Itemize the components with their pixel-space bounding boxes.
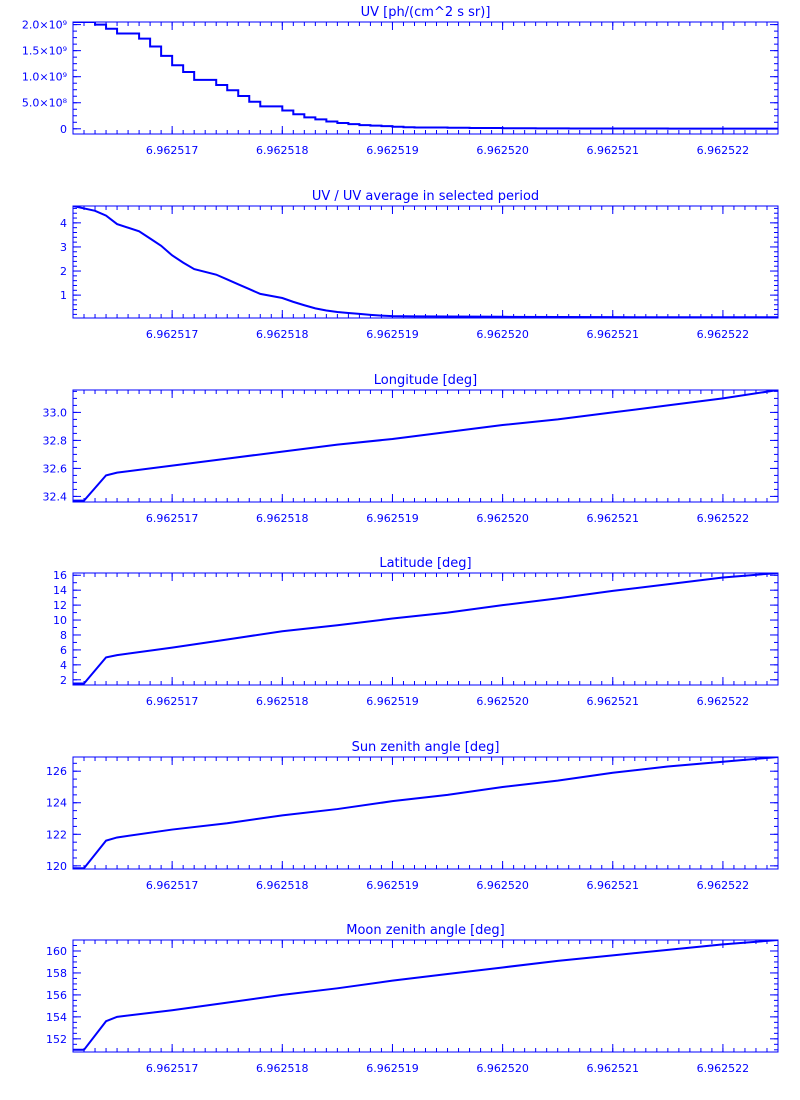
x-tick-label: 6.962517 <box>146 512 199 525</box>
series-line-1 <box>73 390 778 502</box>
x-tick-label: 6.962519 <box>366 695 419 708</box>
y-tick-label: 158 <box>46 967 67 980</box>
x-tick-label: 6.962518 <box>256 1062 309 1075</box>
y-tick-label: 122 <box>46 828 67 841</box>
plot-frame <box>72 756 779 870</box>
y-tick-label: 126 <box>46 765 67 778</box>
y-tick-label: 10 <box>53 614 67 627</box>
x-tick-label: 6.962521 <box>587 512 640 525</box>
x-tick-label: 6.962519 <box>366 328 419 341</box>
x-tick-label: 6.962521 <box>587 695 640 708</box>
y-tick-label: 14 <box>53 584 67 597</box>
x-tick-label: 6.962518 <box>256 695 309 708</box>
y-tick-label: 1.5×10⁹ <box>22 45 67 58</box>
y-tick-label: 32.8 <box>43 434 68 447</box>
x-tick-label: 6.962520 <box>476 1062 529 1075</box>
chart-title: UV [ph/(cm^2 s sr)] <box>361 5 491 20</box>
y-tick-label: 33.0 <box>43 406 68 419</box>
x-tick-label: 6.962519 <box>366 144 419 157</box>
y-tick-label: 2.0×10⁹ <box>22 19 67 32</box>
x-tick-label: 6.962518 <box>256 512 309 525</box>
chart-title: Sun zenith angle [deg] <box>352 740 500 755</box>
x-tick-label: 6.962517 <box>146 328 199 341</box>
y-tick-label: 12 <box>53 599 67 612</box>
x-tick-label: 6.962520 <box>476 512 529 525</box>
x-tick-label: 6.962521 <box>587 144 640 157</box>
x-tick-label: 6.962517 <box>146 879 199 892</box>
x-tick-label: 6.962522 <box>697 328 750 341</box>
y-tick-label: 3 <box>60 241 67 254</box>
x-tick-label: 6.962521 <box>587 328 640 341</box>
y-tick-label: 32.6 <box>43 462 68 475</box>
series-line-1 <box>73 206 778 318</box>
x-tick-label: 6.962520 <box>476 144 529 157</box>
x-tick-label: 6.962519 <box>366 879 419 892</box>
x-tick-label: 6.962520 <box>476 879 529 892</box>
chart-panel-2: UV / UV average in selected period 6.9625… <box>60 189 779 341</box>
chart-panel-4: Latitude [deg] 6.962517 6.962518 6.962519 6.… <box>53 556 779 708</box>
y-tick-label: 1.0×10⁹ <box>22 71 67 84</box>
y-tick-label: 124 <box>46 797 67 810</box>
x-tick-label: 6.962522 <box>697 144 750 157</box>
chart-panel-3: Longitude [deg] 6.962517 6.962518 6.962519 6… <box>43 373 779 525</box>
plot-frame <box>72 21 779 135</box>
x-tick-label: 6.962519 <box>366 512 419 525</box>
x-tick-label: 6.962519 <box>366 1062 419 1075</box>
chart-title: Longitude [deg] <box>374 373 477 388</box>
series-line-1 <box>73 940 778 1051</box>
x-tick-label: 6.962517 <box>146 695 199 708</box>
y-tick-label: 4 <box>60 659 67 672</box>
x-tick-label: 6.962518 <box>256 879 309 892</box>
x-tick-label: 6.962518 <box>256 328 309 341</box>
x-tick-label: 6.962517 <box>146 144 199 157</box>
x-tick-label: 6.962520 <box>476 328 529 341</box>
x-tick-label: 6.962520 <box>476 695 529 708</box>
x-tick-label: 6.962522 <box>697 879 750 892</box>
y-tick-label: 16 <box>53 569 67 582</box>
plot-frame <box>72 205 779 319</box>
chart-panel-5: Sun zenith angle [deg] 6.962517 6.962518 6.… <box>46 740 779 892</box>
y-tick-label: 32.4 <box>43 490 68 503</box>
series-line-1 <box>73 22 778 130</box>
y-tick-label: 156 <box>46 989 67 1002</box>
chart-title: Moon zenith angle [deg] <box>346 923 504 938</box>
x-tick-label: 6.962521 <box>587 879 640 892</box>
y-tick-label: 2 <box>60 265 67 278</box>
chart-panel-6: Moon zenith angle [deg] 6.962517 6.962518 6… <box>46 923 779 1075</box>
x-tick-label: 6.962517 <box>146 1062 199 1075</box>
x-tick-label: 6.962518 <box>256 144 309 157</box>
series-line-1 <box>73 757 778 869</box>
y-tick-label: 5.0×10⁸ <box>22 97 68 110</box>
plot-frame <box>72 939 779 1053</box>
plot-frame <box>72 572 779 686</box>
y-tick-label: 120 <box>46 860 67 873</box>
y-tick-label: 4 <box>60 217 67 230</box>
y-tick-label: 6 <box>60 644 67 657</box>
y-tick-label: 160 <box>46 945 67 958</box>
chart-panel-1: UV [ph/(cm^2 s sr)] 6.962517 6.962518 6.962… <box>22 5 779 157</box>
y-tick-label: 8 <box>60 629 67 642</box>
plot-frame <box>72 389 779 503</box>
y-tick-label: 152 <box>46 1033 67 1046</box>
y-tick-label: 154 <box>46 1011 67 1024</box>
x-tick-label: 6.962521 <box>587 1062 640 1075</box>
y-tick-label: 0 <box>60 123 67 136</box>
y-tick-label: 2 <box>60 674 67 687</box>
y-tick-label: 1 <box>60 289 67 302</box>
chart-title: UV / UV average in selected period <box>312 189 539 204</box>
series-line-1 <box>73 573 778 685</box>
x-tick-label: 6.962522 <box>697 1062 750 1075</box>
chart-title: Latitude [deg] <box>379 556 471 571</box>
x-tick-label: 6.962522 <box>697 512 750 525</box>
x-tick-label: 6.962522 <box>697 695 750 708</box>
